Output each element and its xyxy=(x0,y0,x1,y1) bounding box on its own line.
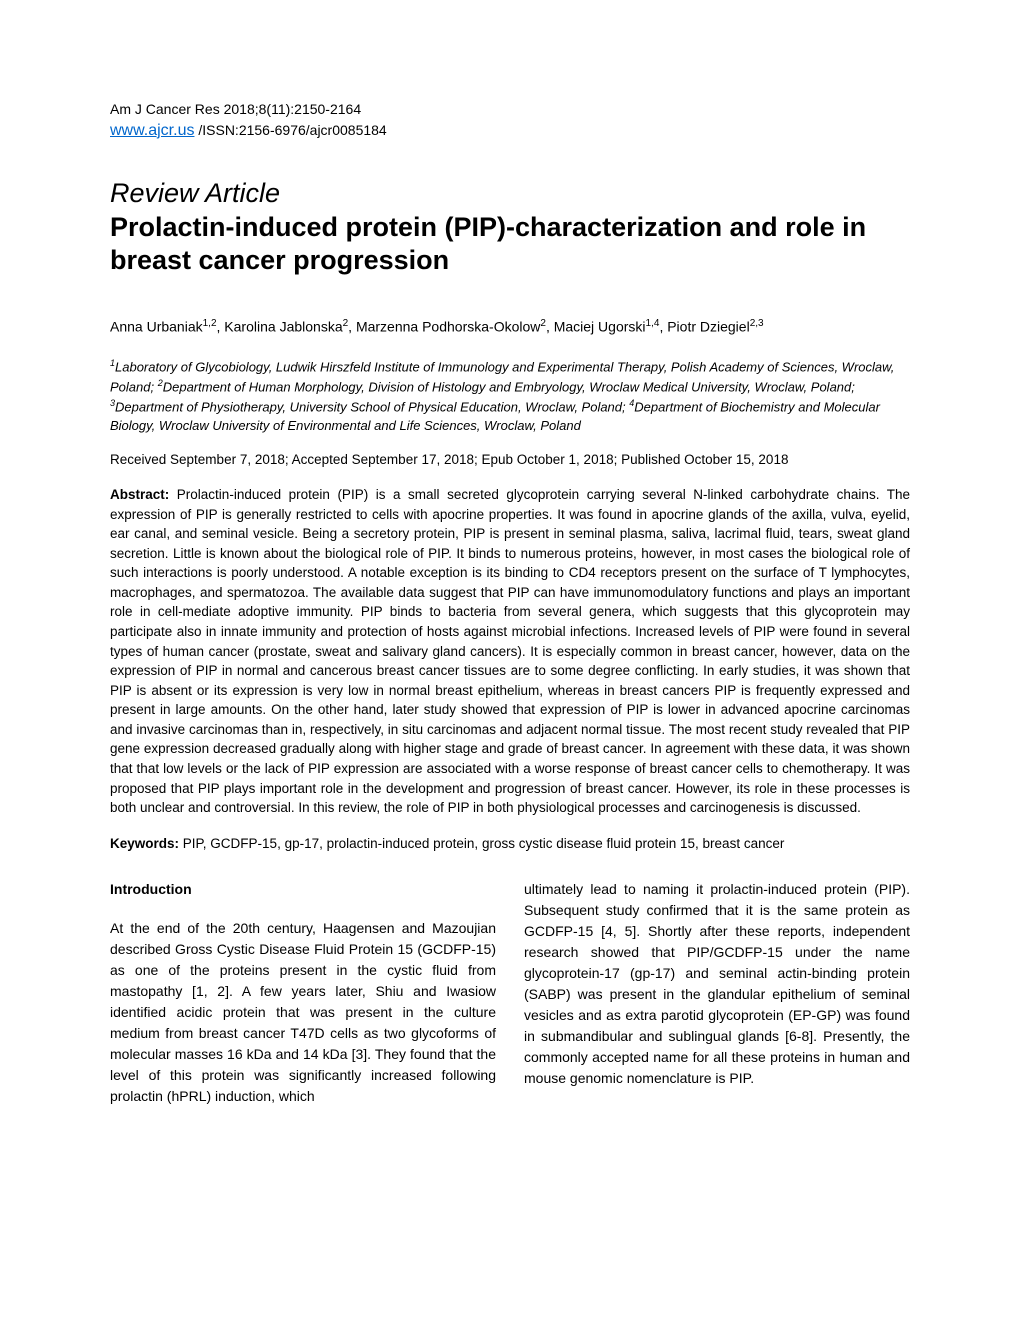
issn-text: /ISSN:2156-6976/ajcr0085184 xyxy=(194,122,386,138)
column-left: Introduction At the end of the 20th cent… xyxy=(110,879,496,1107)
abstract-block: Abstract: Prolactin-induced protein (PIP… xyxy=(110,485,910,818)
journal-link[interactable]: www.ajcr.us xyxy=(110,122,194,139)
body-text-right: ultimately lead to naming it prolactin-i… xyxy=(524,879,910,1089)
journal-link-line: www.ajcr.us /ISSN:2156-6976/ajcr0085184 xyxy=(110,122,910,140)
publication-dates: Received September 7, 2018; Accepted Sep… xyxy=(110,452,910,467)
affiliations: 1Laboratory of Glycobiology, Ludwik Hirs… xyxy=(110,357,910,436)
keywords-block: Keywords: PIP, GCDFP-15, gp-17, prolacti… xyxy=(110,836,910,851)
authors-list: Anna Urbaniak1,2, Karolina Jablonska2, M… xyxy=(110,318,910,335)
abstract-label: Abstract: xyxy=(110,487,169,502)
keywords-label: Keywords: xyxy=(110,836,179,851)
body-columns: Introduction At the end of the 20th cent… xyxy=(110,879,910,1107)
article-title: Prolactin-induced protein (PIP)-characte… xyxy=(110,211,910,279)
column-right: ultimately lead to naming it prolactin-i… xyxy=(524,879,910,1107)
keywords-text: PIP, GCDFP-15, gp-17, prolactin-induced … xyxy=(179,836,784,851)
journal-citation: Am J Cancer Res 2018;8(11):2150-2164 xyxy=(110,100,910,120)
body-text-left: At the end of the 20th century, Haagense… xyxy=(110,918,496,1107)
abstract-text: Prolactin-induced protein (PIP) is a sma… xyxy=(110,487,910,815)
section-heading-introduction: Introduction xyxy=(110,879,496,900)
article-type: Review Article xyxy=(110,178,910,209)
